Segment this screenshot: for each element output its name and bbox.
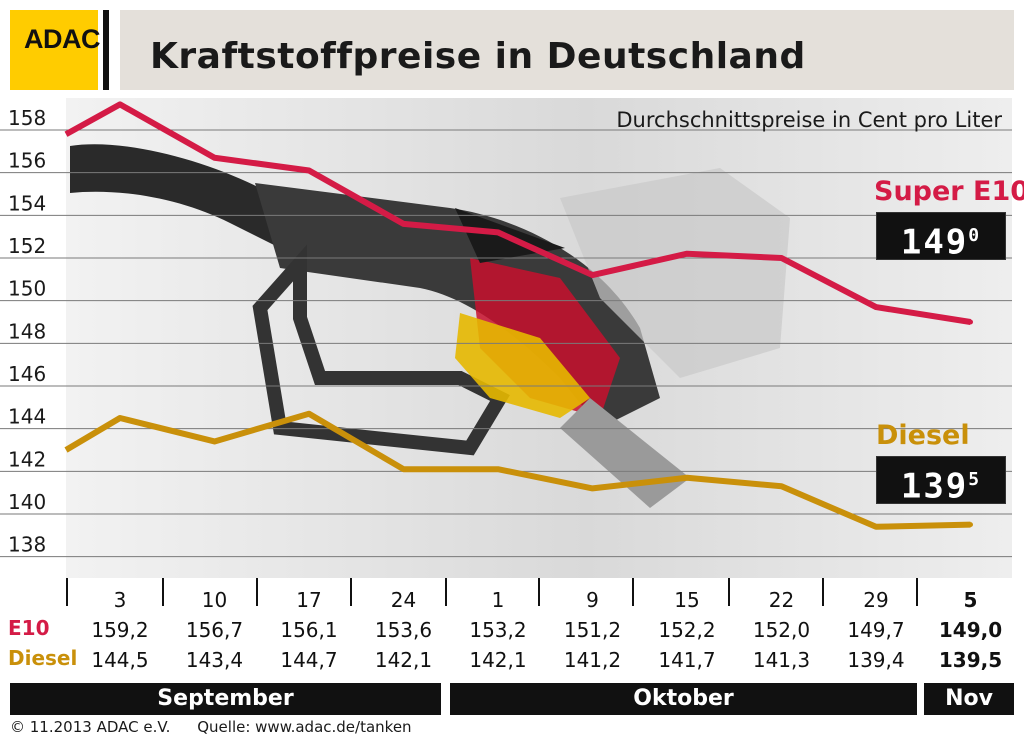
diesel-display-main: 139 [900, 466, 969, 507]
y-tick-label: 140 [8, 490, 46, 514]
y-tick-label: 156 [8, 149, 46, 173]
date-label: 15 [674, 588, 700, 612]
y-tick-label: 144 [8, 405, 46, 429]
data-point [401, 221, 406, 227]
e10-value: 149,0 [938, 618, 1003, 642]
chart-plot: 138 140 142 144 146 148 150 152 154 156 158 [0, 98, 1012, 578]
month-nov: Nov [924, 683, 1014, 715]
e10-value: 153,6 [374, 618, 433, 642]
data-point [306, 411, 312, 417]
diesel-display: 1395 [876, 456, 1006, 507]
super-display-sup: 0 [968, 225, 982, 246]
e10-value: 152,2 [658, 618, 716, 642]
diesel-value: 143,4 [185, 648, 244, 672]
super-display-main: 149 [900, 222, 969, 263]
date-label: 24 [390, 588, 417, 612]
data-point [968, 522, 973, 528]
y-tick-label: 146 [8, 362, 46, 386]
e10-value: 152,0 [752, 618, 811, 642]
adac-logo: ADAC [10, 10, 101, 90]
e10-value: 156,1 [280, 618, 338, 642]
data-point [873, 304, 879, 310]
date-label: 22 [768, 588, 795, 612]
column-divider [916, 578, 918, 606]
column-divider [538, 578, 540, 606]
date-label: 9 [586, 588, 599, 612]
e10-value: 156,7 [185, 618, 244, 642]
e10-value: 149,7 [847, 618, 905, 642]
footer: © 11.2013 ADAC e.V. Quelle: www.adac.de/… [10, 718, 434, 736]
diesel-value: 142,1 [374, 648, 433, 672]
y-tick-label: 152 [8, 234, 46, 258]
data-point [779, 255, 784, 261]
data-point [779, 483, 784, 489]
row-label-diesel: Diesel [8, 646, 78, 670]
data-point [684, 251, 690, 257]
diesel-display-sup: 5 [968, 469, 982, 490]
row-label-e10: E10 [8, 616, 50, 640]
series-lines [64, 101, 973, 530]
y-tick-label: 142 [8, 447, 46, 471]
super-e10-display: 1490 [876, 212, 1006, 263]
chart-subtitle: Durchschnittspreise in Cent pro Liter [616, 108, 1002, 132]
y-axis-ticks: 138 140 142 144 146 148 150 152 154 156 158 [8, 106, 46, 557]
date-label: 10 [201, 588, 228, 612]
diesel-value: 141,3 [752, 648, 811, 672]
title-bar [120, 10, 1014, 90]
legend-diesel: Diesel [876, 420, 970, 451]
diesel-value: 144,7 [280, 648, 338, 672]
column-divider [822, 578, 824, 606]
y-tick-label: 138 [8, 533, 46, 557]
footer-source: Quelle: www.adac.de/tanken [197, 718, 412, 736]
date-label: 3 [113, 588, 127, 612]
column-divider [66, 578, 68, 606]
date-label: 5 [963, 588, 978, 612]
data-point [684, 475, 690, 481]
y-tick-label: 158 [8, 106, 46, 130]
data-point [212, 438, 217, 444]
chart-title: Kraftstoffpreise in Deutschland [150, 36, 806, 77]
data-point [590, 272, 595, 278]
diesel-value: 144,5 [91, 648, 149, 672]
data-point [117, 101, 123, 107]
y-tick-label: 148 [8, 319, 46, 343]
column-divider [350, 578, 352, 606]
date-label: 17 [296, 588, 322, 612]
data-point [968, 319, 973, 325]
data-point [495, 229, 501, 235]
value-table: 3 10 17 24 1 9 15 22 29 5 159,2 156,7 156,1 153,6 153,… [0, 578, 1024, 680]
date-label: 29 [863, 588, 889, 612]
legend-super-e10: Super E10 [874, 176, 1024, 207]
data-point [873, 524, 879, 530]
date-label: 1 [491, 588, 505, 612]
column-divider [632, 578, 634, 606]
logo-text: ADAC [24, 24, 101, 54]
logo-divider [103, 10, 109, 90]
data-point [401, 466, 406, 472]
data-point [495, 466, 501, 472]
month-september: September [10, 683, 441, 715]
diesel-value: 142,1 [469, 648, 527, 672]
y-tick-label: 154 [8, 191, 46, 215]
e10-value: 151,2 [563, 618, 622, 642]
data-point [117, 415, 123, 421]
data-point [306, 168, 312, 174]
column-divider [162, 578, 164, 606]
column-divider [445, 578, 447, 606]
data-point [590, 485, 595, 491]
diesel-value: 141,2 [563, 648, 622, 672]
y-tick-label: 150 [8, 277, 46, 301]
column-divider [256, 578, 258, 606]
data-point [212, 155, 217, 161]
diesel-value: 139,4 [847, 648, 905, 672]
e10-value: 159,2 [91, 618, 149, 642]
diesel-value: 139,5 [938, 648, 1003, 672]
month-oktober: Oktober [450, 683, 917, 715]
diesel-value: 141,7 [658, 648, 716, 672]
footer-copyright: © 11.2013 ADAC e.V. [10, 718, 171, 736]
e10-value: 153,2 [469, 618, 527, 642]
column-divider [728, 578, 730, 606]
